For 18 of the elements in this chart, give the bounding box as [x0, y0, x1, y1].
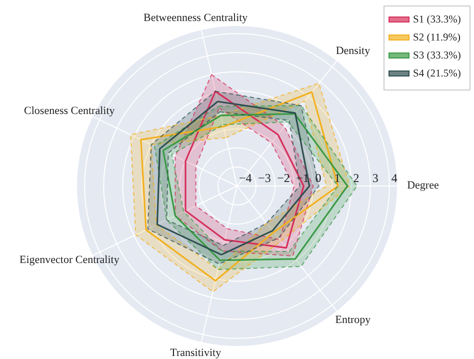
spoke-label: Density — [336, 45, 371, 58]
spoke-label: Closeness Centrality — [24, 104, 116, 117]
y-tick-label: 0 — [315, 171, 322, 185]
legend-label: S3 (33.3%) — [413, 50, 462, 62]
spoke-label: Degree — [407, 180, 439, 192]
spoke-label: Entropy — [335, 314, 372, 326]
y-tick-label: 4 — [391, 171, 398, 185]
y-tick-label: −2 — [277, 171, 290, 185]
y-tick-label: 3 — [372, 171, 378, 185]
legend-label: S4 (21.5%) — [413, 68, 462, 80]
legend-label: S2 (11.9%) — [413, 32, 461, 44]
spoke-label: Eigenvector Centrality — [19, 254, 120, 266]
spoke-label: Transitivity — [170, 347, 222, 359]
y-tick-label: −3 — [258, 171, 271, 185]
legend-label: S1 (33.3%) — [413, 14, 462, 26]
spoke-label: Betweenness Centrality — [144, 12, 248, 24]
y-tick-label: 2 — [353, 171, 360, 185]
y-tick-label: −4 — [239, 171, 252, 185]
